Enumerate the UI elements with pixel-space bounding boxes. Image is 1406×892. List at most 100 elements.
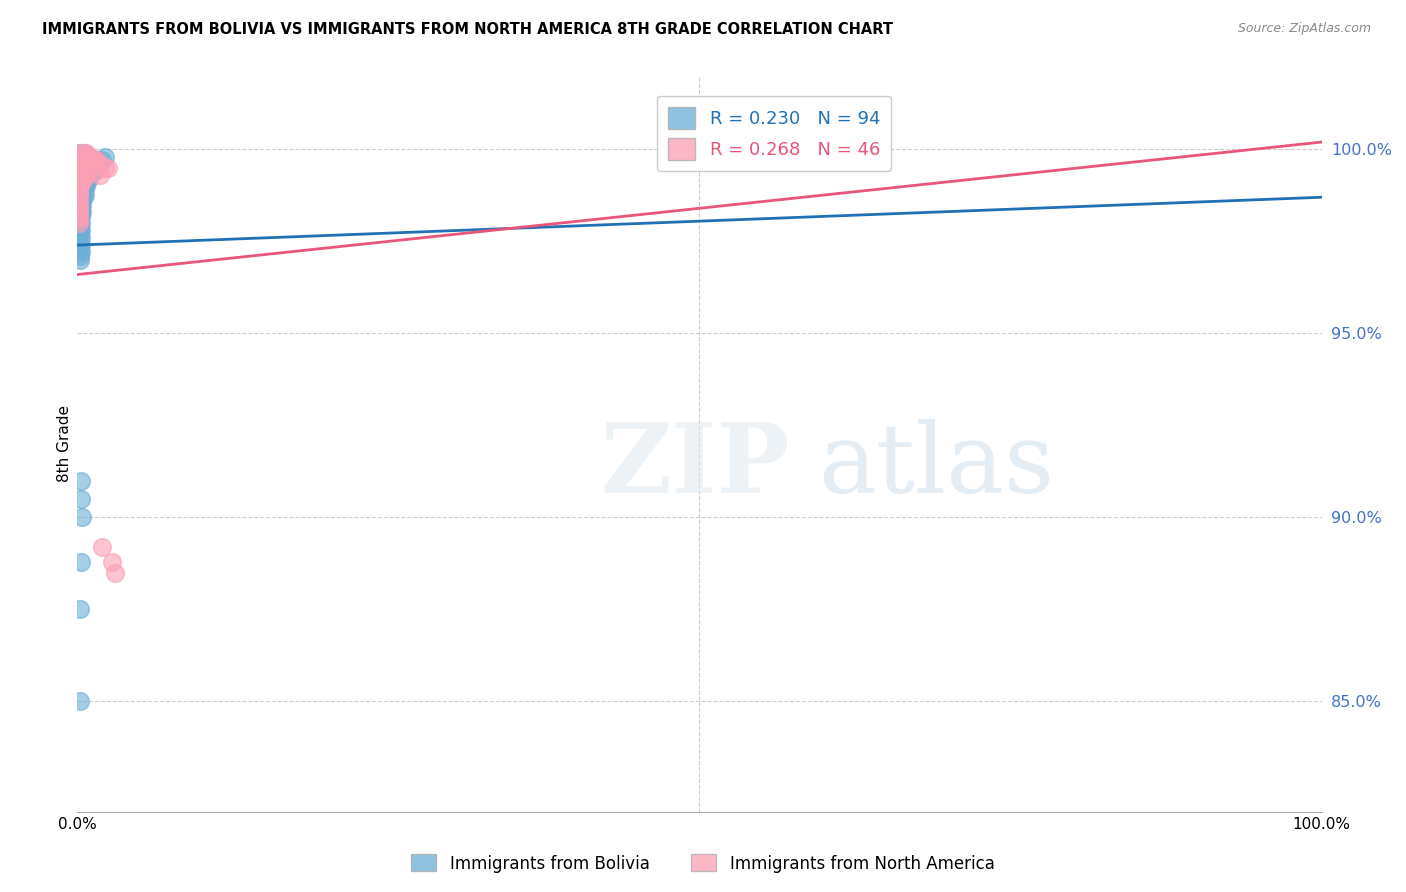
Point [67,146,90,161]
Point [72,168,94,182]
Point [75,157,97,171]
Point [67,171,90,186]
Point [67,179,90,194]
Point [72,164,94,178]
Point [67,183,90,197]
Point [67,150,90,164]
Point [67,205,90,219]
Point [82,164,104,178]
Point [69,212,91,227]
Text: Source: ZipAtlas.com: Source: ZipAtlas.com [1237,22,1371,36]
Point [75,161,97,175]
Point [73,168,96,182]
Point [67,153,90,168]
Point [69,179,91,194]
Point [70,491,93,506]
Point [84,164,107,178]
Point [72,176,94,190]
Point [67,146,90,161]
Point [73,186,96,201]
Point [93,150,115,164]
Point [67,183,90,197]
Point [67,186,90,201]
Point [75,150,97,164]
Point [77,161,100,175]
Point [72,146,94,161]
Point [70,168,93,182]
Text: ZIP: ZIP [600,419,789,513]
Point [67,194,90,208]
Point [72,205,94,219]
Point [82,153,104,168]
Point [77,171,100,186]
Point [70,223,93,237]
Point [91,540,114,554]
Point [77,161,100,175]
Point [67,201,90,215]
Point [73,179,96,194]
Point [72,510,94,524]
Point [79,153,101,168]
Point [70,238,93,252]
Point [69,227,91,241]
Point [83,157,105,171]
Point [67,197,90,211]
Point [67,190,90,204]
Point [79,161,101,175]
Legend: Immigrants from Bolivia, Immigrants from North America: Immigrants from Bolivia, Immigrants from… [405,847,1001,880]
Point [67,194,90,208]
Point [72,176,94,190]
Point [75,179,97,194]
Point [72,168,94,182]
Point [67,176,90,190]
Point [67,223,90,237]
Point [76,150,98,164]
Point [70,201,93,215]
Point [84,153,107,168]
Point [89,168,111,182]
Point [70,176,93,190]
Point [83,153,105,168]
Point [83,164,105,178]
Point [70,230,93,244]
Point [69,186,91,201]
Point [72,190,94,204]
Point [67,168,90,182]
Point [75,168,97,182]
Point [72,146,94,161]
Point [69,235,91,249]
Point [72,190,94,204]
Point [70,209,93,223]
Point [84,153,107,168]
Point [70,245,93,260]
Point [67,212,90,227]
Point [67,197,90,211]
Point [67,168,90,182]
Point [72,197,94,211]
Point [67,209,90,223]
Point [69,602,91,616]
Point [70,216,93,230]
Point [67,190,90,204]
Point [67,171,90,186]
Point [72,157,94,171]
Point [67,216,90,230]
Point [67,219,90,234]
Point [76,150,98,164]
Point [93,161,115,175]
Point [67,216,90,230]
Point [77,153,100,168]
Point [67,164,90,178]
Point [89,157,111,171]
Text: IMMIGRANTS FROM BOLIVIA VS IMMIGRANTS FROM NORTH AMERICA 8TH GRADE CORRELATION C: IMMIGRANTS FROM BOLIVIA VS IMMIGRANTS FR… [42,22,893,37]
Point [67,150,90,164]
Point [69,242,91,256]
Point [69,249,91,263]
Point [70,190,93,204]
Point [80,153,103,168]
Point [69,219,91,234]
Point [67,161,90,175]
Text: atlas: atlas [818,419,1053,513]
Point [72,161,94,175]
Point [67,164,90,178]
